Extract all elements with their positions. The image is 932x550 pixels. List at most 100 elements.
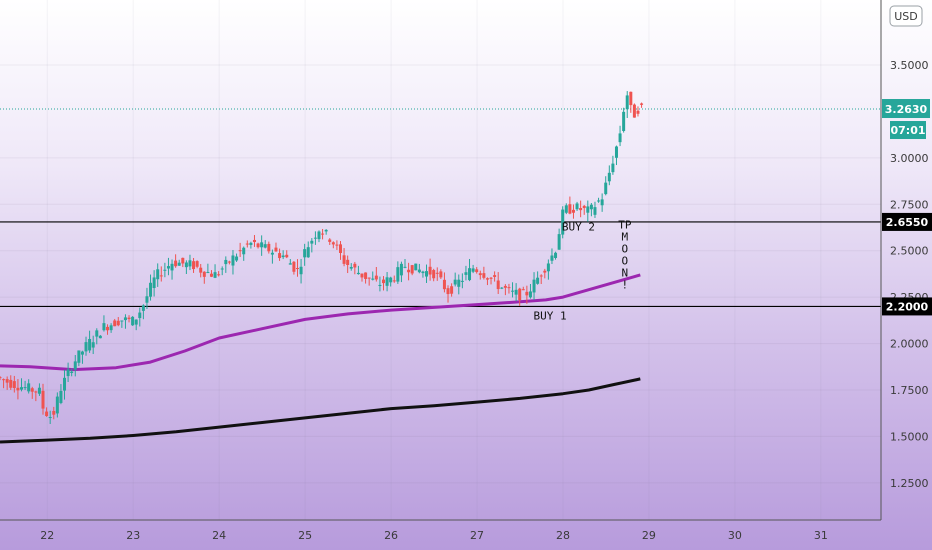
candle-body (66, 369, 70, 377)
candle-body (568, 204, 572, 214)
candle-body (102, 323, 106, 331)
y-tick-label: 3.0000 (890, 152, 929, 165)
candle-body (629, 91, 633, 106)
x-tick-label: 25 (298, 529, 312, 542)
candle-body (288, 263, 292, 265)
candle-body (468, 268, 472, 281)
candle-body (20, 387, 24, 390)
candle-body (278, 253, 282, 259)
candle-body (59, 390, 63, 403)
candle-body (63, 377, 67, 391)
candle-body (471, 268, 475, 272)
x-tick-label: 30 (728, 529, 742, 542)
candle-body (528, 291, 532, 298)
candle-body (586, 206, 590, 213)
candle-body (349, 266, 353, 269)
candle-body (317, 231, 321, 240)
annotation-text: BUY 1 (534, 309, 567, 322)
candle-body (281, 255, 285, 258)
candle-body (389, 277, 393, 283)
candle-body (95, 330, 99, 337)
horizontal-line-price-label: 2.6550 (886, 216, 929, 229)
candle-body (152, 277, 156, 289)
y-tick-label: 1.5000 (890, 430, 929, 443)
candle-body (270, 252, 274, 255)
candle-body (324, 229, 328, 232)
candle-body (446, 288, 450, 295)
candle-body (392, 280, 396, 282)
candle-body (450, 286, 454, 294)
candle-body (310, 240, 314, 244)
candle-body (263, 244, 267, 248)
candle-body (195, 261, 199, 267)
candle-body (252, 239, 256, 243)
candle-body (618, 133, 622, 143)
candle-body (489, 277, 493, 279)
candle-body (593, 207, 597, 215)
candle-body (238, 250, 242, 252)
candle-body (37, 387, 41, 394)
candle-body (188, 260, 192, 267)
candle-body (88, 338, 92, 351)
currency-selector[interactable]: USD (889, 5, 923, 27)
candle-body (410, 265, 414, 274)
candle-body (396, 267, 400, 282)
candle-body (335, 244, 339, 246)
candle-body (249, 242, 253, 245)
grid (0, 0, 881, 520)
x-tick-label: 29 (642, 529, 656, 542)
candle-body (571, 209, 575, 213)
currency-label: USD (894, 10, 918, 23)
x-tick-label: 26 (384, 529, 398, 542)
candle-body (306, 247, 310, 258)
vertical-annotation-char: N (622, 266, 629, 279)
price-axis[interactable]: 3.50003.00002.75002.50002.25002.00001.75… (882, 59, 932, 490)
candle-body (12, 381, 16, 389)
x-tick-label: 22 (40, 529, 54, 542)
horizontal-line-price-tag (882, 212, 932, 231)
x-tick-label: 31 (814, 529, 828, 542)
x-tick-label: 28 (556, 529, 570, 542)
candle-body (557, 234, 561, 250)
candle-body (299, 266, 303, 275)
candle-body (550, 255, 554, 261)
candle-body (98, 335, 102, 339)
candle-body (184, 262, 188, 268)
candle-body (120, 320, 124, 322)
candle-body (521, 289, 525, 291)
candle-body (543, 270, 547, 273)
candle-body (525, 291, 529, 296)
candle-body (16, 387, 20, 391)
candle-body (116, 320, 120, 326)
candle-body (622, 111, 626, 131)
x-tick-label: 23 (126, 529, 140, 542)
candle-body (367, 277, 371, 279)
x-tick-label: 24 (212, 529, 226, 542)
horizontal-line-price-label: 2.2000 (886, 300, 929, 313)
candle-body (123, 317, 127, 321)
candle-body (27, 383, 31, 392)
candle-body (131, 316, 135, 326)
candle-body (156, 269, 160, 280)
current-price-label: 3.2630 (885, 103, 928, 116)
candle-body (267, 243, 271, 252)
candle-body (597, 200, 601, 202)
candle-body (364, 272, 368, 279)
candle-body (374, 275, 378, 280)
candle-body (338, 244, 342, 253)
candle-body (356, 272, 360, 275)
candle-body (213, 272, 217, 278)
candle-body (34, 391, 38, 393)
horizontal-line-price-tag (882, 297, 932, 316)
candle-body (55, 396, 59, 414)
candle-body (485, 278, 489, 280)
candle-body (435, 272, 439, 274)
time-axis[interactable]: 22 23 24 25 26 27 28 29 30 31 (40, 529, 828, 542)
candle-body (561, 209, 565, 235)
candle-body (73, 361, 77, 370)
moving-average-line (0, 377, 641, 444)
candle-body (77, 350, 81, 363)
candle-body (292, 261, 296, 272)
